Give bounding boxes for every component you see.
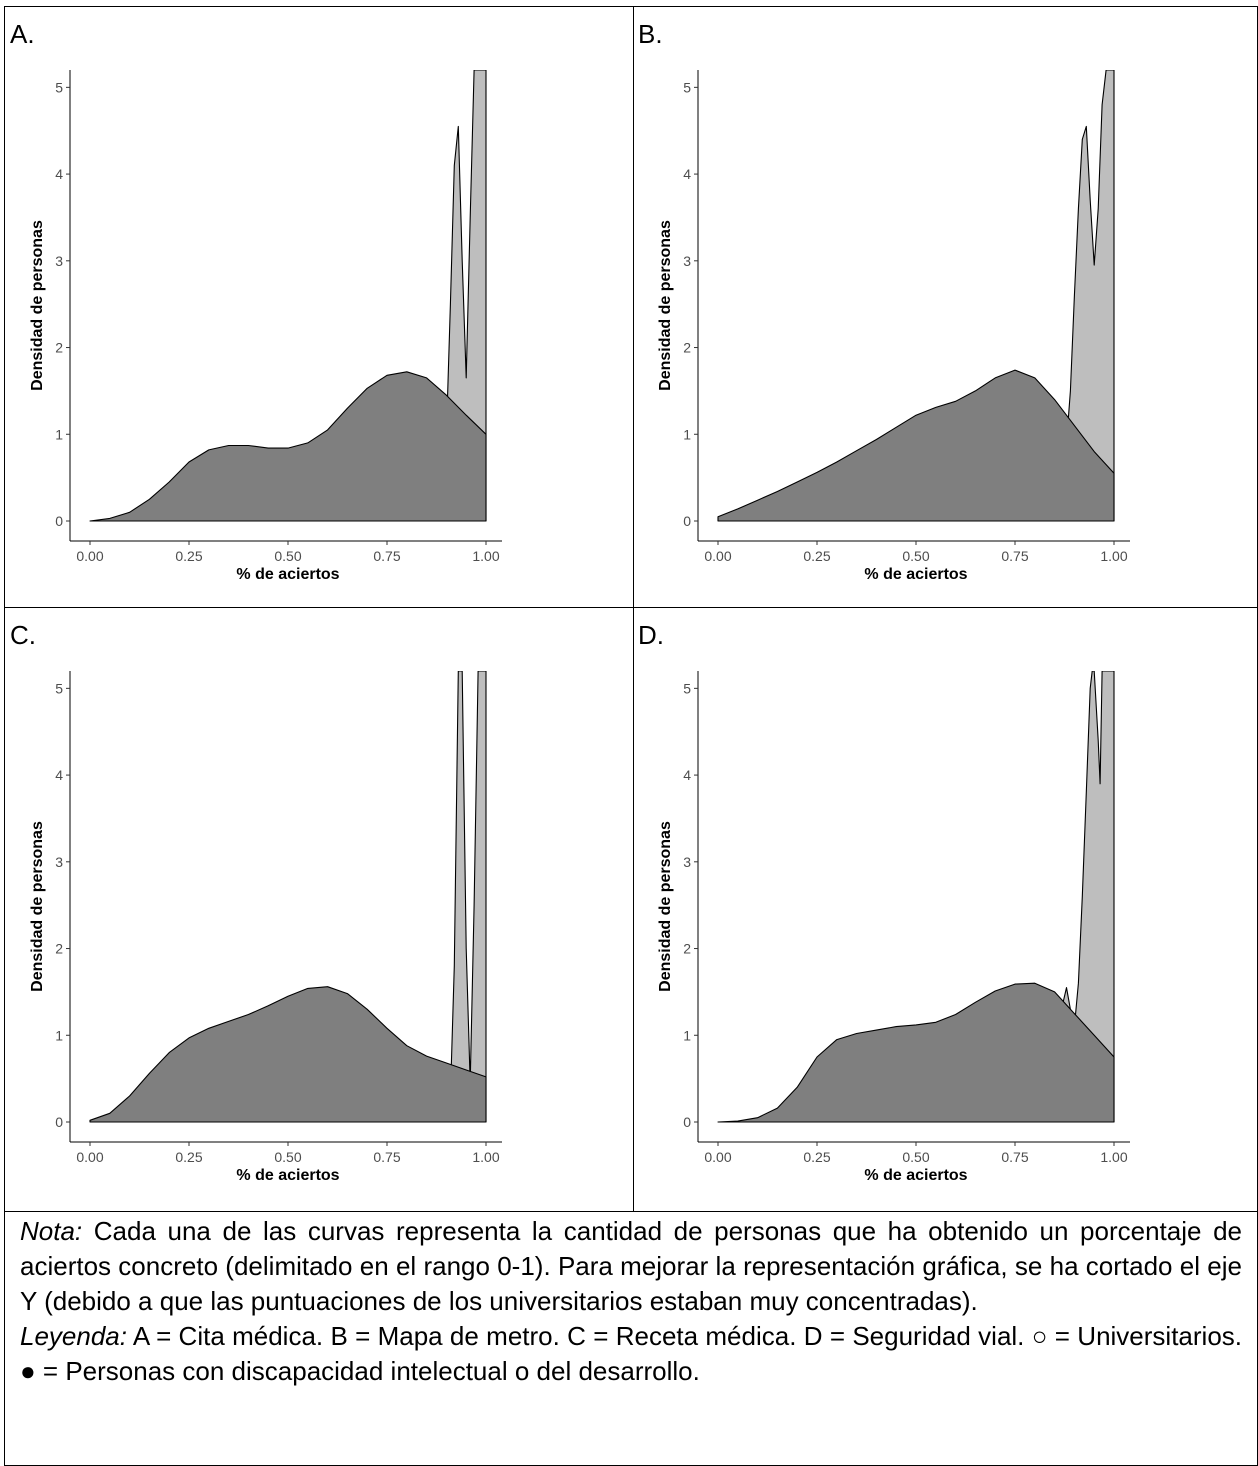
plot-area <box>717 70 1115 522</box>
y-tick-label: 2 <box>683 941 691 957</box>
y-tick-label: 1 <box>683 1027 691 1043</box>
chart-panel-c: C. 0 1 2 3 4 5 0.00 0.25 0.50 0.75 1.00 % de aciert… <box>6 608 631 1212</box>
panel-label: B. <box>638 19 663 49</box>
y-tick-label: 5 <box>55 79 63 95</box>
y-tick-label: 0 <box>55 1114 63 1130</box>
plot-area <box>89 70 487 522</box>
density-chart-b: 0 1 2 3 4 5 0.00 0.25 0.50 0.75 1.00 % de aciertos D… <box>657 70 1130 583</box>
y-tick-label: 2 <box>55 941 63 957</box>
nota-text: Cada una de las curvas representa la can… <box>20 1216 1242 1316</box>
y-axis-label: Densidad de personas <box>657 821 674 992</box>
plot-area <box>89 671 487 1123</box>
panel-label: A. <box>10 19 35 49</box>
x-tick-label: 0.25 <box>803 1149 830 1165</box>
x-tick-label: 1.00 <box>1100 1149 1127 1165</box>
y-tick-label: 5 <box>683 680 691 696</box>
density-chart-a: 0 1 2 3 4 5 0.00 0.25 0.50 0.75 1.00 % de aciertos D… <box>29 70 502 583</box>
x-tick-label: 0.75 <box>1001 1149 1028 1165</box>
nota-paragraph: Nota: Cada una de las curvas representa … <box>20 1214 1242 1319</box>
x-tick-label: 0.75 <box>373 1149 400 1165</box>
y-tick-label: 2 <box>55 340 63 356</box>
y-tick-label: 0 <box>55 513 63 529</box>
x-tick-label: 0.50 <box>902 1149 929 1165</box>
density-area-discapacidad <box>717 369 1115 522</box>
x-tick-label: 0.25 <box>175 548 202 564</box>
y-axis-label: Densidad de personas <box>29 821 46 992</box>
y-tick-label: 3 <box>55 854 63 870</box>
y-tick-label: 0 <box>683 1114 691 1130</box>
x-tick-label: 0.25 <box>175 1149 202 1165</box>
leyenda-text: A = Cita médica. B = Mapa de metro. C = … <box>20 1321 1242 1386</box>
y-tick-label: 3 <box>55 253 63 269</box>
table-border-top <box>4 6 1258 7</box>
y-tick-label: 1 <box>55 1027 63 1043</box>
y-tick-label: 2 <box>683 340 691 356</box>
y-tick-label: 1 <box>55 426 63 442</box>
nota-label: Nota: <box>20 1216 83 1246</box>
y-tick-label: 5 <box>55 680 63 696</box>
density-area-discapacidad <box>89 986 487 1123</box>
y-tick-label: 1 <box>683 426 691 442</box>
y-axis-label: Densidad de personas <box>657 220 674 391</box>
table-border-mid-v <box>633 6 634 1211</box>
x-tick-label: 0.75 <box>373 548 400 564</box>
chart-panel-a: A. 0 1 2 3 4 5 0.00 0.25 0.50 0.75 1.00 % de aciert… <box>6 7 631 611</box>
y-axis-label: Densidad de personas <box>29 220 46 391</box>
y-tick-label: 0 <box>683 513 691 529</box>
figure-note: Nota: Cada una de las curvas representa … <box>20 1214 1242 1389</box>
x-tick-label: 1.00 <box>1100 548 1127 564</box>
table-border-mid-h1 <box>4 607 1258 608</box>
x-tick-label: 0.00 <box>76 1149 103 1165</box>
chart-panel-d: D. 0 1 2 3 4 5 0.00 0.25 0.50 0.75 1.00 % de aciert… <box>634 608 1258 1212</box>
y-tick-label: 5 <box>683 79 691 95</box>
x-tick-label: 0.00 <box>76 548 103 564</box>
y-tick-label: 4 <box>683 767 691 783</box>
x-tick-label: 0.00 <box>704 548 731 564</box>
density-area-discapacidad <box>89 371 487 522</box>
leyenda-paragraph: Leyenda: A = Cita médica. B = Mapa de me… <box>20 1319 1242 1389</box>
x-tick-label: 0.00 <box>704 1149 731 1165</box>
density-area-discapacidad <box>717 982 1115 1123</box>
x-axis-label: % de aciertos <box>864 1167 967 1184</box>
x-tick-label: 0.25 <box>803 548 830 564</box>
leyenda-label: Leyenda: <box>20 1321 127 1351</box>
y-tick-label: 4 <box>55 767 63 783</box>
x-axis-label: % de aciertos <box>864 566 967 583</box>
density-area-universitarios <box>445 671 487 1123</box>
x-tick-label: 0.50 <box>902 548 929 564</box>
y-tick-label: 3 <box>683 854 691 870</box>
x-tick-label: 0.50 <box>274 1149 301 1165</box>
x-axis-label: % de aciertos <box>236 1167 339 1184</box>
density-chart-c: 0 1 2 3 4 5 0.00 0.25 0.50 0.75 1.00 % de aciertos D… <box>29 671 502 1184</box>
y-tick-label: 3 <box>683 253 691 269</box>
x-tick-label: 1.00 <box>472 548 499 564</box>
y-tick-label: 4 <box>683 166 691 182</box>
panel-label: D. <box>638 620 664 650</box>
y-tick-label: 4 <box>55 166 63 182</box>
plot-area <box>717 671 1115 1123</box>
chart-panel-b: B. 0 1 2 3 4 5 0.00 0.25 0.50 0.75 1.00 % de aciert… <box>634 7 1258 611</box>
panel-label: C. <box>10 620 36 650</box>
table-border-mid-h2 <box>4 1211 1258 1212</box>
x-tick-label: 0.50 <box>274 548 301 564</box>
table-border-left <box>4 6 5 1466</box>
x-axis-label: % de aciertos <box>236 566 339 583</box>
x-tick-label: 1.00 <box>472 1149 499 1165</box>
density-chart-d: 0 1 2 3 4 5 0.00 0.25 0.50 0.75 1.00 % de aciertos D… <box>657 671 1130 1184</box>
x-tick-label: 0.75 <box>1001 548 1028 564</box>
